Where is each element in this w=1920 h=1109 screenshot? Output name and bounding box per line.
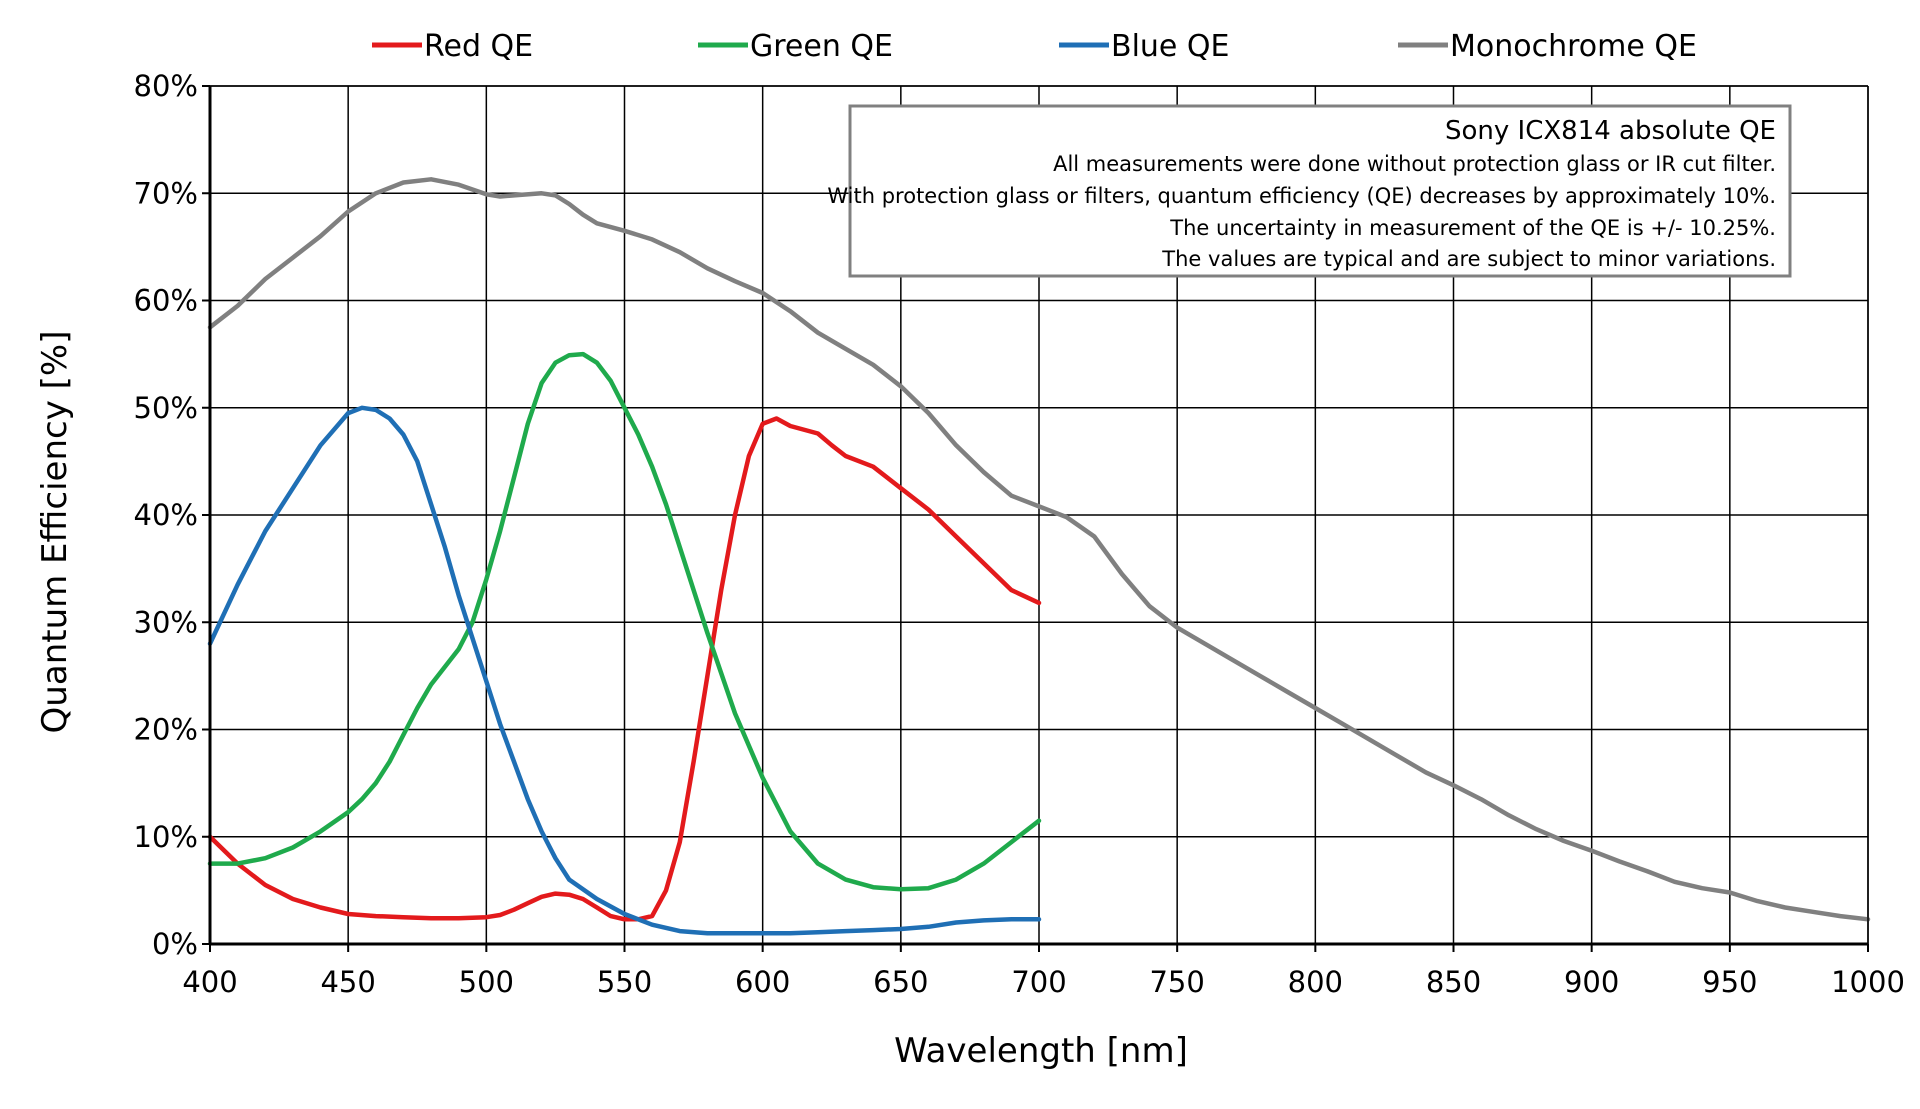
x-tick-label-600: 600 — [735, 965, 790, 999]
y-axis-title: Quantum Efficiency [%] — [35, 331, 75, 734]
series-line-blue-qe — [207, 405, 1042, 936]
axes — [202, 85, 1869, 952]
x-tick-label-750: 750 — [1149, 965, 1204, 999]
x-tick-label-900: 900 — [1564, 965, 1619, 999]
x-tick-label-650: 650 — [873, 965, 928, 999]
y-tick-label-10: 10% — [134, 820, 198, 854]
x-tick-label-1000: 1000 — [1831, 965, 1905, 999]
y-tick-label-0: 0% — [152, 927, 198, 961]
legend-label-blue-qe: Blue QE — [1111, 29, 1230, 64]
x-tick-label-950: 950 — [1702, 965, 1757, 999]
annotation-title: Sony ICX814 absolute QE — [1445, 116, 1776, 146]
annotation-line-1: All measurements were done without prote… — [1053, 152, 1776, 176]
legend-label-monochrome-qe: Monochrome QE — [1450, 29, 1697, 64]
x-axis-title: Wavelength [nm] — [894, 1031, 1188, 1071]
series-lines — [207, 177, 1871, 936]
x-tick-label-800: 800 — [1288, 965, 1343, 999]
series-line-monochrome-qe — [207, 177, 1871, 922]
annotation-frame — [848, 104, 1792, 278]
y-tick-label-80: 80% — [134, 69, 198, 103]
annotation-line-2: With protection glass or filters, quantu… — [827, 184, 1776, 208]
legend-label-green-qe: Green QE — [750, 29, 893, 64]
x-tick-label-550: 550 — [597, 965, 652, 999]
annotation-line-4: The values are typical and are subject t… — [1161, 247, 1776, 271]
y-tick-label-50: 50% — [134, 391, 198, 425]
legend-label-red-qe: Red QE — [424, 29, 533, 64]
y-tick-label-40: 40% — [134, 498, 198, 532]
x-tick-label-450: 450 — [320, 965, 375, 999]
annotation-box: Sony ICX814 absolute QE All measurements… — [827, 104, 1792, 278]
series-line-green-qe — [207, 351, 1042, 892]
x-tick-label-700: 700 — [1011, 965, 1066, 999]
tick-labels: 400 450 500 550 600 650 700 750 800 850 900 950 1000… — [134, 69, 1905, 999]
y-tick-label-60: 60% — [134, 284, 198, 318]
y-tick-label-20: 20% — [134, 713, 198, 747]
y-tick-label-30: 30% — [134, 605, 198, 639]
y-tick-label-70: 70% — [134, 176, 198, 210]
x-tick-label-400: 400 — [182, 965, 237, 999]
x-tick-label-850: 850 — [1426, 965, 1481, 999]
x-tick-label-500: 500 — [459, 965, 514, 999]
legend: Red QE Green QE Blue QE Monochrome QE — [372, 29, 1697, 64]
annotation-line-3: The uncertainty in measurement of the QE… — [1169, 216, 1776, 240]
